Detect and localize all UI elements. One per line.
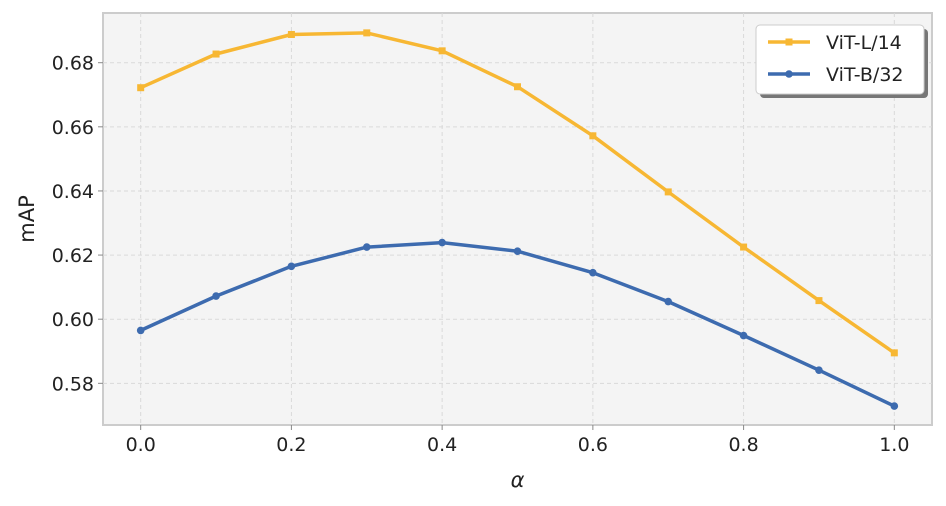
series-ViT-B/32 <box>136 238 899 410</box>
x-tick-label: 1.0 <box>879 434 909 456</box>
data-point <box>589 268 597 277</box>
data-point <box>815 297 823 305</box>
legend-items: ViT-L/14 ViT-B/32 <box>768 32 904 86</box>
y-tick-label: 0.62 <box>52 245 94 267</box>
legend-marker <box>785 38 793 46</box>
legend: ViT-L/14 ViT-B/32 <box>755 24 928 98</box>
data-point <box>664 188 672 196</box>
x-tick-label: 0.8 <box>728 434 758 456</box>
series-ViT-L/14 <box>137 29 898 357</box>
series-group <box>136 29 899 410</box>
data-point <box>664 297 673 306</box>
x-axis-label: α <box>511 468 525 492</box>
data-point <box>287 30 295 38</box>
y-tick-label: 0.68 <box>52 53 94 75</box>
y-tick-label: 0.60 <box>52 309 94 331</box>
data-point <box>890 402 899 410</box>
legend-label: ViT-B/32 <box>826 64 904 86</box>
legend-marker <box>785 70 793 78</box>
x-tick-label: 0.0 <box>126 434 156 456</box>
x-tick-label: 0.6 <box>578 434 608 456</box>
data-point <box>287 262 296 271</box>
data-point <box>137 84 145 92</box>
legend-item: ViT-L/14 <box>768 32 902 54</box>
data-point <box>815 366 823 374</box>
x-tick-label: 0.2 <box>276 434 306 456</box>
legend-item: ViT-B/32 <box>768 64 904 86</box>
data-point <box>363 29 371 37</box>
data-point <box>212 50 220 58</box>
data-point <box>212 292 220 300</box>
data-point <box>362 243 371 251</box>
data-point <box>740 243 748 251</box>
data-point <box>136 326 145 335</box>
data-point <box>739 331 748 340</box>
data-point <box>438 238 446 247</box>
tick-marks <box>98 62 895 430</box>
data-point <box>589 132 597 140</box>
data-point <box>513 247 522 256</box>
y-tick-label: 0.66 <box>52 117 94 139</box>
y-axis-label: mAP <box>15 195 39 243</box>
y-tick-labels: 0.58 0.60 0.62 0.64 0.66 0.68 <box>52 53 94 396</box>
y-tick-label: 0.58 <box>52 373 94 395</box>
y-tick-label: 0.64 <box>52 181 94 203</box>
x-tick-labels: 0.0 0.2 0.4 0.6 0.8 1.0 <box>126 434 910 456</box>
data-point <box>514 83 521 91</box>
data-point <box>890 349 898 357</box>
data-point <box>438 47 446 55</box>
legend-label: ViT-L/14 <box>826 32 902 54</box>
grid <box>103 13 932 425</box>
x-tick-label: 0.4 <box>427 434 457 456</box>
